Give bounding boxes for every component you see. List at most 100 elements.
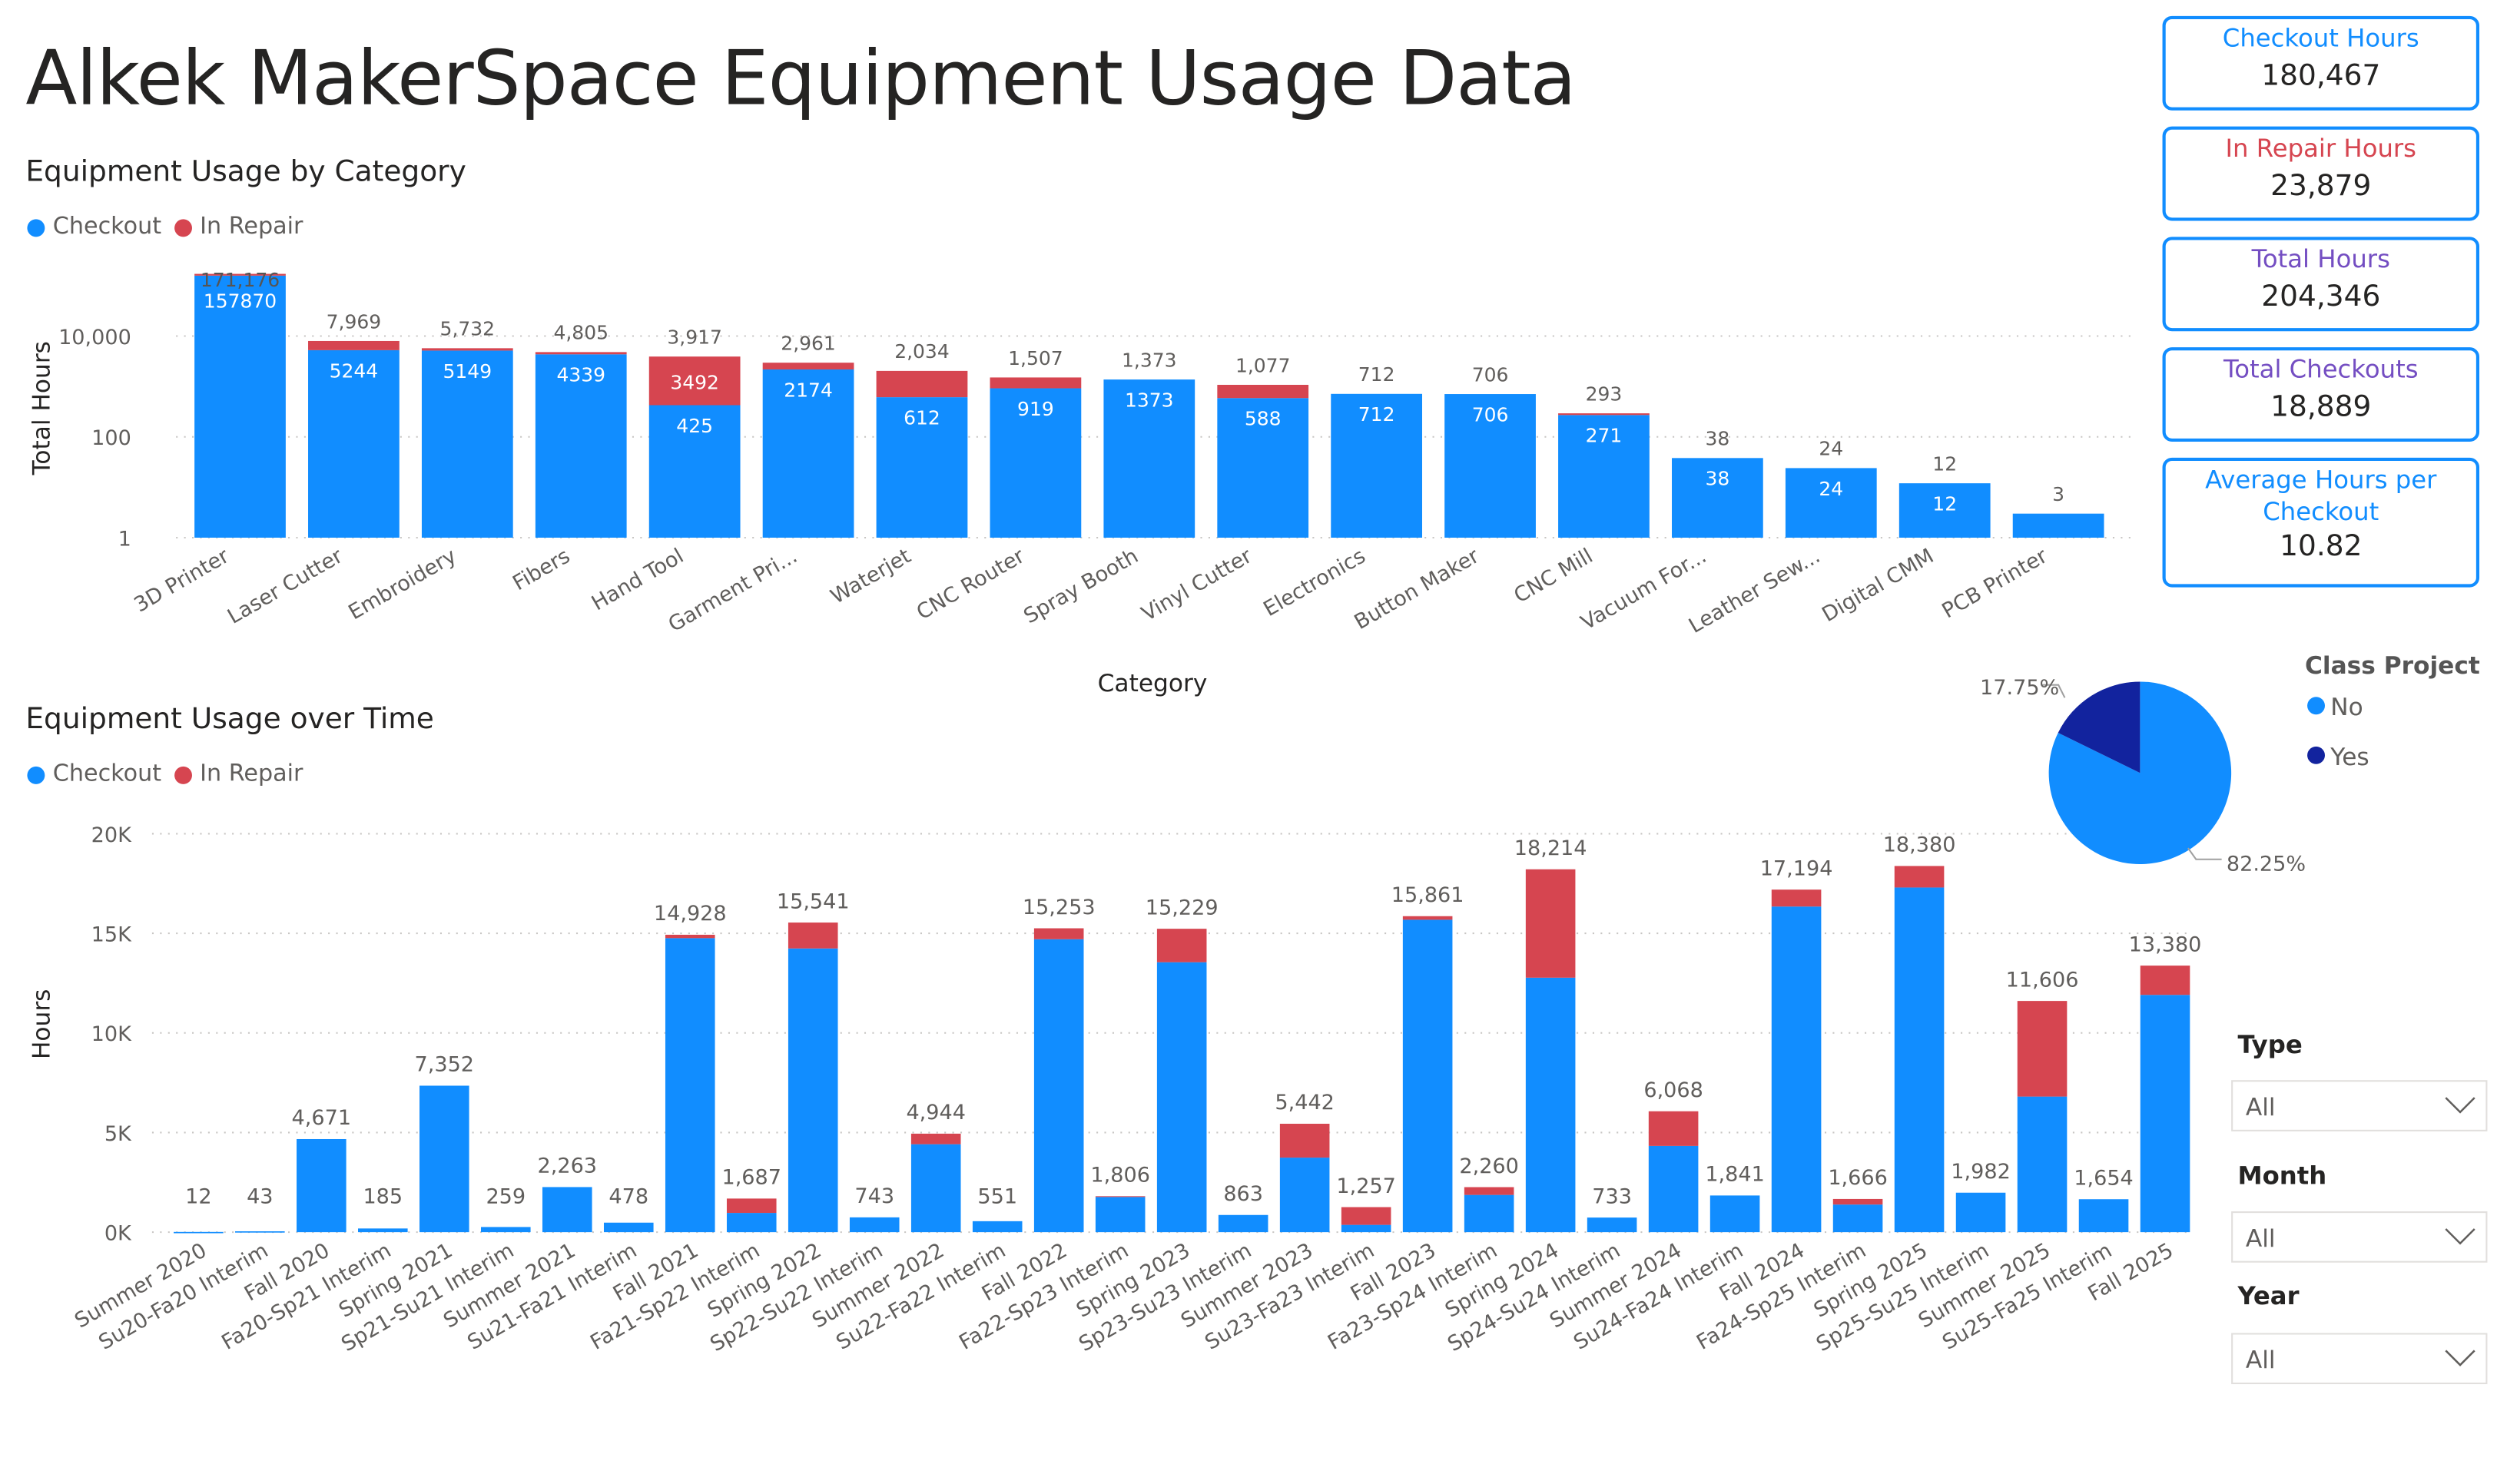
bar-in-repair[interactable] [1894,866,1945,888]
bar-checkout[interactable] [542,1187,592,1233]
legend-checkout[interactable]: Checkout [52,761,162,787]
bar-in-repair[interactable] [648,356,741,406]
bar-checkout[interactable] [1558,415,1650,538]
bar-checkout[interactable] [1464,1194,1514,1233]
bar-checkout-label: 12 [1932,493,1957,515]
bar-checkout[interactable] [1103,379,1195,538]
kpi-label: In Repair Hours [2225,134,2417,164]
legend-in-repair[interactable]: In Repair [200,761,303,787]
bar-in-repair[interactable] [1832,1198,1883,1205]
bar-in-repair[interactable] [665,934,715,939]
bar-in-repair[interactable] [762,363,854,369]
bar-in-repair[interactable] [1033,928,1084,939]
bar-in-repair[interactable] [1402,916,1453,920]
bar-in-repair[interactable] [1648,1111,1699,1146]
bar-checkout[interactable] [174,1231,224,1234]
bar-checkout[interactable] [762,369,854,538]
pie-slice-yes[interactable] [2058,681,2141,773]
bar-in-repair[interactable] [1156,929,1207,962]
bar-in-repair[interactable] [726,1198,777,1214]
bar-checkout[interactable] [2140,995,2190,1233]
month-slicer-dropdown[interactable]: All [2231,1211,2488,1263]
bar-checkout[interactable] [421,350,513,538]
pie-legend-no: No [2330,694,2363,721]
bar-in-repair[interactable] [1771,889,1822,907]
bar-in-repair[interactable] [194,273,286,276]
bar-checkout[interactable] [1898,483,1991,538]
bar-checkout[interactable] [2017,1096,2068,1233]
bar-checkout[interactable] [1444,394,1536,538]
bar-checkout[interactable] [2012,513,2104,538]
bar-checkout[interactable] [308,349,400,538]
bar-checkout[interactable] [1095,1197,1146,1233]
bar-checkout[interactable] [480,1227,531,1233]
bar-checkout[interactable] [419,1085,469,1233]
bar-in-repair[interactable] [2140,966,2190,995]
bar-checkout[interactable] [665,938,715,1233]
chevron-down-icon [2445,1228,2475,1245]
bar-in-repair[interactable] [308,340,400,350]
bar-in-repair[interactable] [1095,1196,1146,1197]
legend-in-repair[interactable]: In Repair [200,214,303,240]
bar-checkout[interactable] [788,948,838,1233]
bar-checkout[interactable] [1771,906,1822,1233]
bar-checkout[interactable] [1587,1217,1637,1233]
bar-in-repair[interactable] [1217,385,1309,399]
bar-checkout[interactable] [603,1222,654,1233]
bar-checkout[interactable] [194,275,286,538]
bar-checkout[interactable] [876,397,968,538]
bar-checkout[interactable] [2078,1199,2129,1233]
y-tick-label: 0K [104,1222,132,1246]
bar-checkout[interactable] [1832,1204,1883,1233]
bar-in-repair[interactable] [1464,1187,1514,1195]
bar-in-repair[interactable] [535,352,627,355]
bar-checkout-label: 157870 [204,290,277,313]
bar-checkout[interactable] [1785,468,1877,538]
type-slicer-dropdown[interactable]: All [2231,1080,2488,1131]
bar-checkout[interactable] [648,405,741,538]
legend-checkout[interactable]: Checkout [52,214,162,240]
year-slicer-dropdown[interactable]: All [2231,1333,2488,1385]
bar-checkout[interactable] [990,388,1082,538]
bar-checkout[interactable] [1156,962,1207,1233]
bar-checkout[interactable] [235,1231,285,1233]
bar-in-repair[interactable] [876,370,968,398]
bar-total-label: 1,806 [1090,1164,1150,1188]
bar-checkout[interactable] [849,1217,900,1233]
bar-checkout[interactable] [1894,887,1945,1233]
bar-in-repair[interactable] [910,1133,961,1144]
bar-in-repair[interactable] [1341,1207,1391,1225]
pie-slice-no[interactable] [2048,681,2232,864]
bar-in-repair[interactable] [1279,1123,1330,1158]
x-tick-label: PCB Printer [1938,544,2052,624]
bar-checkout[interactable] [1955,1192,2006,1233]
bar-checkout[interactable] [1331,393,1423,538]
bar-in-repair[interactable] [421,348,513,351]
bar-checkout[interactable] [358,1228,408,1233]
bar-checkout[interactable] [535,354,627,538]
bar-in-repair[interactable] [990,377,1082,389]
bar-in-repair[interactable] [1558,413,1650,416]
bar-checkout[interactable] [972,1221,1023,1233]
bar-in-repair[interactable] [2017,1001,2068,1097]
bar-checkout[interactable] [726,1213,777,1233]
kpi-total-hours: Total Hours 204,346 [2162,237,2480,332]
bar-checkout[interactable] [1279,1158,1330,1233]
bar-checkout[interactable] [1341,1224,1391,1233]
bar-in-repair[interactable] [1525,869,1576,978]
bar-checkout[interactable] [1218,1214,1268,1233]
bar-total-label: 1,687 [721,1166,781,1190]
bar-checkout[interactable] [1672,458,1763,538]
bar-checkout[interactable] [1402,919,1453,1233]
x-tick-label: CNC Mill [1510,544,1597,608]
bar-checkout[interactable] [1217,398,1309,538]
kpi-value: 10.82 [2280,529,2363,564]
bar-checkout[interactable] [910,1144,961,1233]
bar-checkout[interactable] [1033,939,1084,1233]
bar-checkout[interactable] [1648,1145,1699,1233]
bar-total-label: 18,214 [1514,836,1587,860]
bar-checkout[interactable] [297,1138,347,1233]
bar-in-repair[interactable] [788,923,838,949]
bar-checkout[interactable] [1709,1195,1760,1233]
bar-checkout[interactable] [1525,977,1576,1233]
